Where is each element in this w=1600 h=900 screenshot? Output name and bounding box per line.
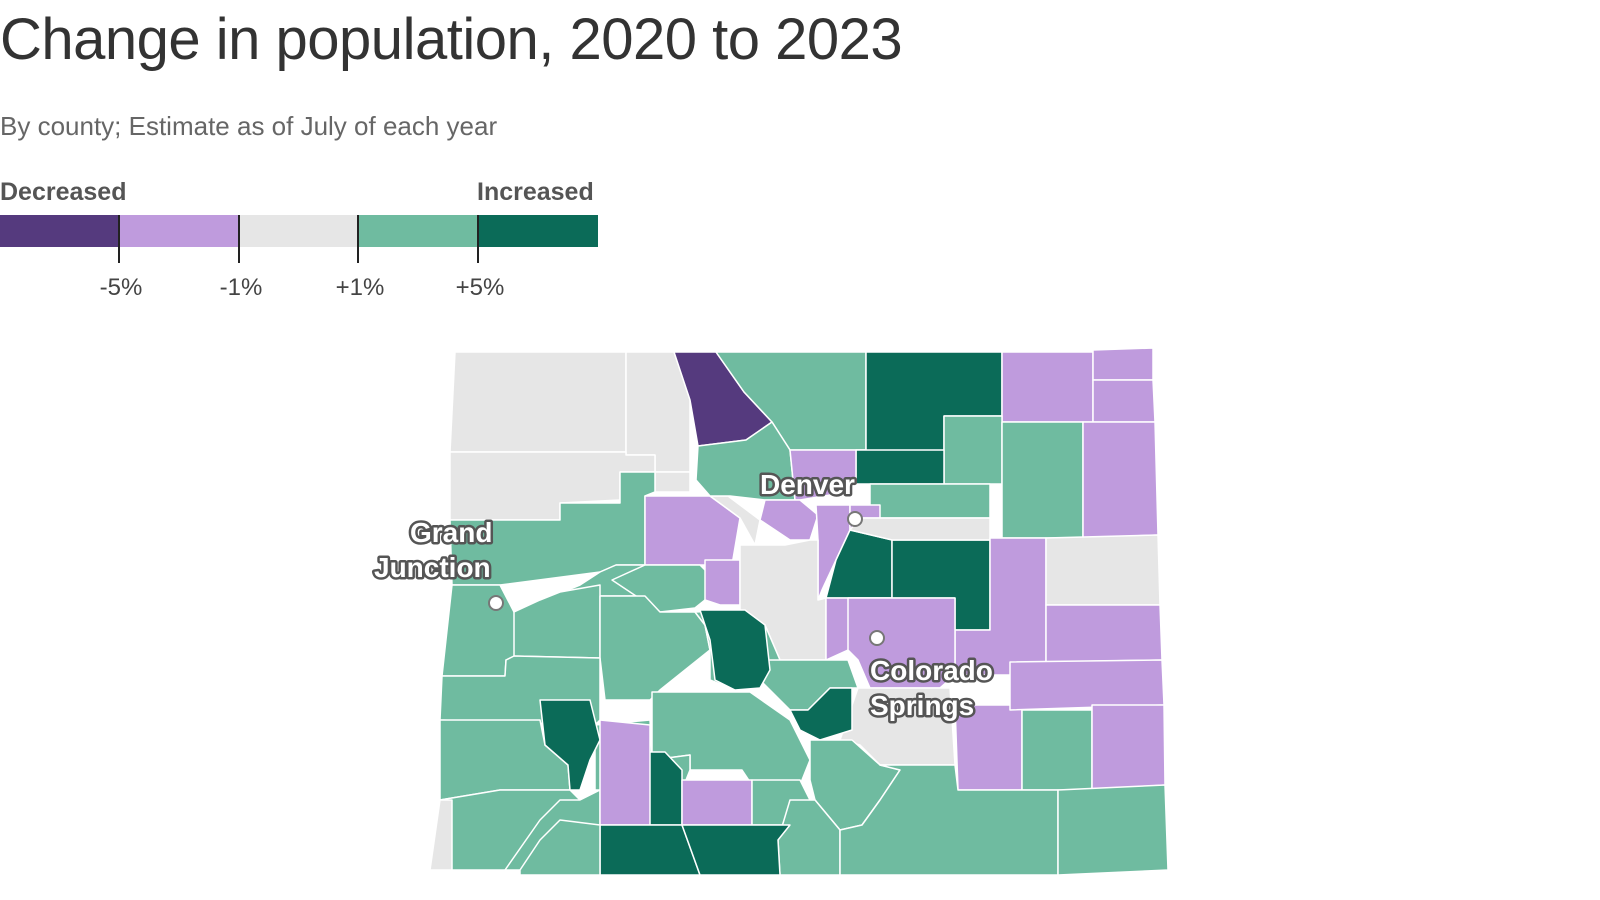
legend-tick-label: -5% bbox=[99, 274, 143, 301]
county[interactable] bbox=[681, 779, 753, 826]
county[interactable] bbox=[1057, 784, 1169, 876]
chart-subtitle: By county; Estimate as of July of each y… bbox=[0, 111, 498, 141]
county[interactable] bbox=[1082, 421, 1159, 539]
legend-tick bbox=[357, 215, 359, 263]
city-label-line: Grand bbox=[410, 517, 492, 548]
county[interactable] bbox=[869, 483, 991, 519]
county[interactable] bbox=[644, 495, 741, 566]
county[interactable] bbox=[429, 799, 453, 871]
county[interactable] bbox=[513, 584, 601, 659]
county[interactable] bbox=[1045, 534, 1161, 606]
county[interactable] bbox=[704, 559, 741, 606]
legend-swatch-decrease bbox=[119, 215, 240, 247]
county[interactable] bbox=[839, 764, 1059, 876]
grand-junction-label-line2: Junction bbox=[374, 552, 491, 583]
colorado-springs-label-line2: Springs bbox=[870, 690, 974, 721]
county[interactable] bbox=[1091, 704, 1166, 791]
county[interactable] bbox=[699, 609, 771, 691]
denver-dot bbox=[847, 511, 863, 527]
county[interactable] bbox=[539, 699, 601, 791]
denver-label: Denver bbox=[760, 469, 855, 500]
county[interactable] bbox=[855, 449, 945, 485]
legend-color-bar bbox=[0, 215, 598, 247]
city-label-line: Junction bbox=[374, 552, 491, 583]
county[interactable] bbox=[1009, 659, 1165, 711]
legend-swatch-increase-large bbox=[478, 215, 598, 247]
county[interactable] bbox=[654, 471, 691, 493]
legend-tick bbox=[118, 215, 120, 263]
legend-swatch-stable bbox=[239, 215, 359, 247]
county[interactable] bbox=[1001, 421, 1084, 539]
legend-low-label: Decreased bbox=[0, 178, 127, 206]
county[interactable] bbox=[519, 819, 601, 876]
city-label-line: Colorado bbox=[870, 655, 993, 686]
county[interactable] bbox=[789, 687, 853, 741]
colorado-springs-dot bbox=[869, 630, 885, 646]
legend-tick-label: -1% bbox=[219, 274, 263, 301]
county[interactable] bbox=[943, 415, 1003, 485]
county[interactable] bbox=[1092, 347, 1154, 381]
colorado-springs-label: Colorado bbox=[870, 655, 993, 686]
county[interactable] bbox=[1045, 604, 1163, 663]
county[interactable] bbox=[681, 824, 791, 876]
county[interactable] bbox=[599, 719, 651, 826]
legend-tick bbox=[238, 215, 240, 263]
city-markers: Denver Grand Junction Colorado Springs bbox=[372, 467, 996, 724]
county[interactable] bbox=[1092, 379, 1156, 423]
county[interactable] bbox=[449, 351, 627, 453]
grand-junction-label: Grand bbox=[410, 517, 492, 548]
county-layer bbox=[429, 347, 1169, 876]
legend-tick-label: +5% bbox=[455, 274, 505, 301]
legend-swatch-increase bbox=[358, 215, 479, 247]
legend: Decreased Increased -5% -1% +1% +5% bbox=[0, 178, 640, 308]
county[interactable] bbox=[599, 595, 711, 701]
legend-swatch-decrease-large bbox=[0, 215, 120, 247]
county[interactable] bbox=[759, 499, 819, 541]
grand-junction-dot bbox=[488, 595, 504, 611]
county[interactable] bbox=[1021, 709, 1093, 791]
county[interactable] bbox=[449, 471, 656, 586]
legend-tick-label: +1% bbox=[335, 274, 385, 301]
chart-title: Change in population, 2020 to 2023 bbox=[0, 7, 903, 72]
city-label-line: Denver bbox=[760, 469, 855, 500]
county[interactable] bbox=[1001, 351, 1094, 423]
legend-tick bbox=[477, 215, 479, 263]
city-label-line: Springs bbox=[870, 690, 974, 721]
legend-high-label: Increased bbox=[477, 178, 594, 206]
